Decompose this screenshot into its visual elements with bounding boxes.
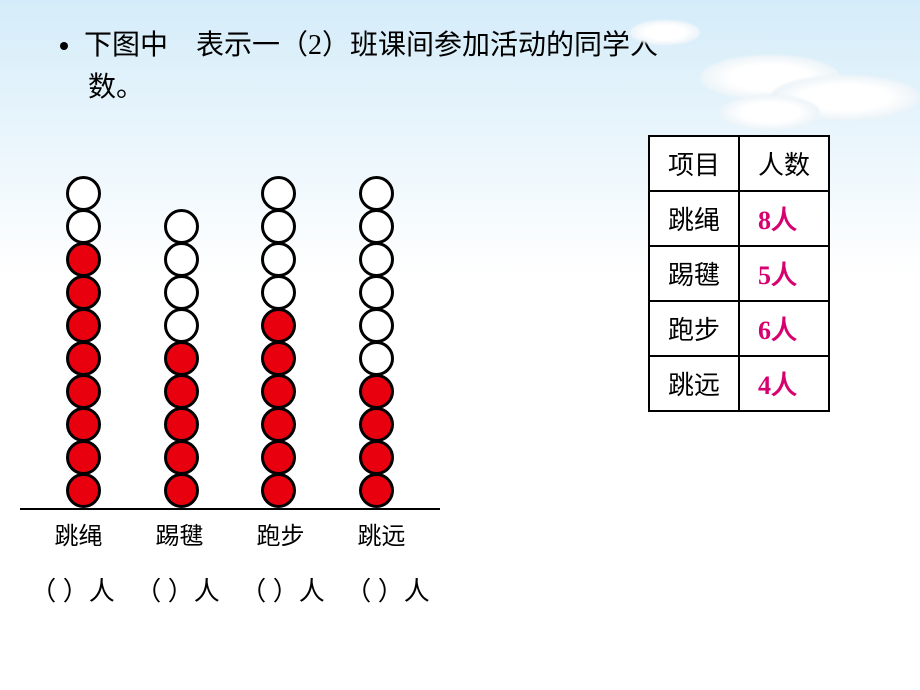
chart-column xyxy=(164,211,199,508)
filled-circle xyxy=(66,374,101,409)
question-line2: 数。 xyxy=(88,72,144,103)
filled-circle xyxy=(261,341,296,376)
filled-circle xyxy=(261,374,296,409)
empty-circle xyxy=(261,176,296,211)
filled-circle xyxy=(66,440,101,475)
table-cell-label: 跑步 xyxy=(649,301,739,356)
table-cell-label: 跳绳 xyxy=(649,191,739,246)
table-row: 跳远4人 xyxy=(649,356,829,411)
empty-circle xyxy=(164,209,199,244)
empty-circle xyxy=(164,242,199,277)
filled-circle xyxy=(164,341,199,376)
table-body: 跳绳8人踢毽5人跑步6人跳远4人 xyxy=(649,191,829,411)
empty-circle xyxy=(359,242,394,277)
filled-circle xyxy=(66,407,101,442)
bullet-icon xyxy=(60,42,68,50)
empty-circle xyxy=(359,341,394,376)
filled-circle xyxy=(164,374,199,409)
table-header-category: 项目 xyxy=(649,136,739,191)
empty-circle xyxy=(261,242,296,277)
empty-circle xyxy=(164,308,199,343)
filled-circle xyxy=(66,308,101,343)
filled-circle xyxy=(261,440,296,475)
filled-circle xyxy=(66,473,101,508)
empty-circle xyxy=(261,275,296,310)
chart-column xyxy=(261,178,296,508)
filled-circle xyxy=(359,374,394,409)
table-header-count: 人数 xyxy=(739,136,829,191)
axis-label: 跳远 xyxy=(358,516,406,551)
pictograph-chart: 跳绳 踢毽 跑步 跳远 （ ）人 （ ）人 （ ）人 （ ）人 xyxy=(20,130,440,608)
question-text: 下图中 表示一（2）班课间参加活动的同学人 数。 xyxy=(60,25,658,109)
empty-circle xyxy=(261,209,296,244)
blank-count: （ ）人 xyxy=(345,571,430,608)
axis-label: 踢毽 xyxy=(156,516,204,551)
filled-circle xyxy=(164,440,199,475)
empty-circle xyxy=(164,275,199,310)
table-cell-label: 踢毽 xyxy=(649,246,739,301)
blank-count: （ ）人 xyxy=(30,571,115,608)
filled-circle xyxy=(359,473,394,508)
filled-circle xyxy=(261,473,296,508)
table-row: 踢毽5人 xyxy=(649,246,829,301)
cloud-decoration xyxy=(630,20,700,45)
table-cell-count: 8人 xyxy=(739,191,829,246)
cloud-decoration xyxy=(720,95,820,130)
blank-count: （ ）人 xyxy=(240,571,325,608)
table-row: 跑步6人 xyxy=(649,301,829,356)
empty-circle xyxy=(359,209,394,244)
empty-circle xyxy=(359,275,394,310)
table-cell-count: 6人 xyxy=(739,301,829,356)
filled-circle xyxy=(359,407,394,442)
blank-count: （ ）人 xyxy=(135,571,220,608)
empty-circle xyxy=(359,308,394,343)
filled-circle xyxy=(66,275,101,310)
filled-circle xyxy=(66,242,101,277)
axis-labels: 跳绳 踢毽 跑步 跳远 xyxy=(20,516,440,551)
empty-circle xyxy=(66,176,101,211)
filled-circle xyxy=(261,308,296,343)
table-cell-count: 5人 xyxy=(739,246,829,301)
chart-column xyxy=(66,178,101,508)
axis-label: 跑步 xyxy=(257,516,305,551)
empty-circle xyxy=(66,209,101,244)
table-row: 跳绳8人 xyxy=(649,191,829,246)
table-cell-count: 4人 xyxy=(739,356,829,411)
empty-circle xyxy=(359,176,394,211)
blank-counts-row: （ ）人 （ ）人 （ ）人 （ ）人 xyxy=(20,571,440,608)
filled-circle xyxy=(66,341,101,376)
axis-label: 跳绳 xyxy=(55,516,103,551)
summary-table: 项目 人数 跳绳8人踢毽5人跑步6人跳远4人 xyxy=(648,135,830,412)
table-cell-label: 跳远 xyxy=(649,356,739,411)
filled-circle xyxy=(164,473,199,508)
chart-columns xyxy=(20,130,440,510)
chart-column xyxy=(359,178,394,508)
question-line1: 下图中 表示一（2）班课间参加活动的同学人 xyxy=(84,30,658,61)
filled-circle xyxy=(164,407,199,442)
filled-circle xyxy=(359,440,394,475)
filled-circle xyxy=(261,407,296,442)
